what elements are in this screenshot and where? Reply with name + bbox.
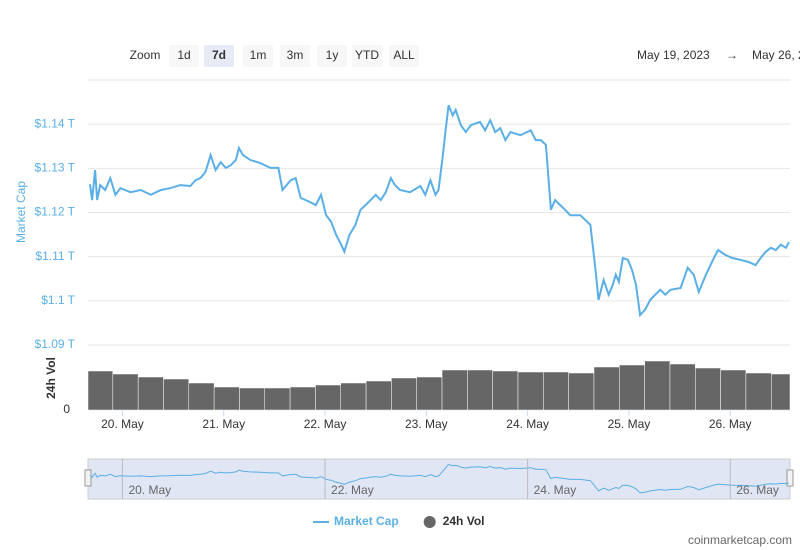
zoom-button[interactable] <box>389 45 419 67</box>
line <box>89 104 790 318</box>
zoom-button[interactable] <box>352 45 382 67</box>
zoom-button-label[interactable]: 7d <box>212 48 226 62</box>
bar <box>492 370 519 411</box>
x-tick-label: 21. May <box>202 417 245 431</box>
bar <box>137 376 164 411</box>
navigator-handle[interactable] <box>84 469 92 487</box>
bar <box>695 367 721 411</box>
bar <box>213 386 240 411</box>
y-tick-label: $1.12 T <box>35 205 76 219</box>
zoom-button[interactable] <box>317 45 347 67</box>
legend-symbol[interactable] <box>423 516 436 528</box>
bar <box>264 387 291 411</box>
zoom-button[interactable] <box>169 45 199 67</box>
bar <box>619 364 645 411</box>
y-tick-label: $1.09 T <box>35 337 76 351</box>
bar <box>163 378 190 411</box>
navigator-label: 20. May <box>128 483 171 497</box>
x-tick-label: 23. May <box>405 417 448 431</box>
navigator-label: 24. May <box>534 483 577 497</box>
x-tick-label: 20. May <box>101 417 144 431</box>
range-arrow: → <box>726 48 738 62</box>
bar <box>669 363 696 411</box>
zoom-button-label[interactable]: YTD <box>355 48 379 62</box>
navigator-handle[interactable] <box>786 469 794 487</box>
y-axis-title: Market Cap <box>14 181 28 243</box>
bar <box>467 369 493 411</box>
y-tick-label: $1.11 T <box>35 249 75 263</box>
zoom-button[interactable] <box>204 45 234 67</box>
legend-label[interactable]: Market Cap <box>334 514 399 528</box>
bar <box>340 382 367 411</box>
y-tick-label: $1.1 T <box>41 293 75 307</box>
range-to: May 26, 2023 <box>752 48 800 62</box>
y-tick-label: 0 <box>63 402 70 416</box>
bar <box>517 371 544 411</box>
bar <box>771 373 791 411</box>
zoom-button-label[interactable]: 1m <box>250 48 267 62</box>
y-tick-label: $1.13 T <box>35 161 76 175</box>
credit: coinmarketcap.com <box>688 533 792 547</box>
zoom-button[interactable] <box>280 45 310 67</box>
navigator[interactable] <box>87 458 791 500</box>
legend-label[interactable]: 24h Vol <box>443 514 485 528</box>
zoom-label: Zoom <box>130 48 161 62</box>
y-axis-title: 24h Vol <box>44 357 58 399</box>
navigator-label: 22. May <box>331 483 374 497</box>
zoom-button[interactable] <box>243 45 273 67</box>
bar <box>315 384 341 411</box>
zoom-button-label[interactable]: ALL <box>393 48 415 62</box>
bar <box>441 369 468 411</box>
zoom-button-label[interactable]: 3m <box>287 48 304 62</box>
navigator-label: 26. May <box>736 483 779 497</box>
bar <box>365 380 392 411</box>
bar <box>593 366 620 411</box>
bar <box>188 382 215 411</box>
bar <box>239 387 266 411</box>
bar <box>87 370 114 411</box>
bar <box>289 386 316 411</box>
range-from: May 19, 2023 <box>637 48 710 62</box>
bar <box>720 369 747 411</box>
bar <box>568 372 595 411</box>
zoom-button-label[interactable]: 1y <box>326 48 339 62</box>
bar <box>543 371 569 411</box>
bar <box>416 376 443 411</box>
zoom-button-label[interactable]: 1d <box>177 48 190 62</box>
x-tick-label: 22. May <box>304 417 347 431</box>
bar <box>391 377 417 411</box>
bar <box>112 373 139 411</box>
x-tick-label: 25. May <box>608 417 651 431</box>
navigator-line <box>89 463 790 494</box>
y-tick-label: $1.14 T <box>35 116 76 130</box>
bar <box>745 372 772 411</box>
bar <box>644 360 671 411</box>
x-tick-label: 24. May <box>506 417 549 431</box>
x-tick-label: 26. May <box>709 417 752 431</box>
